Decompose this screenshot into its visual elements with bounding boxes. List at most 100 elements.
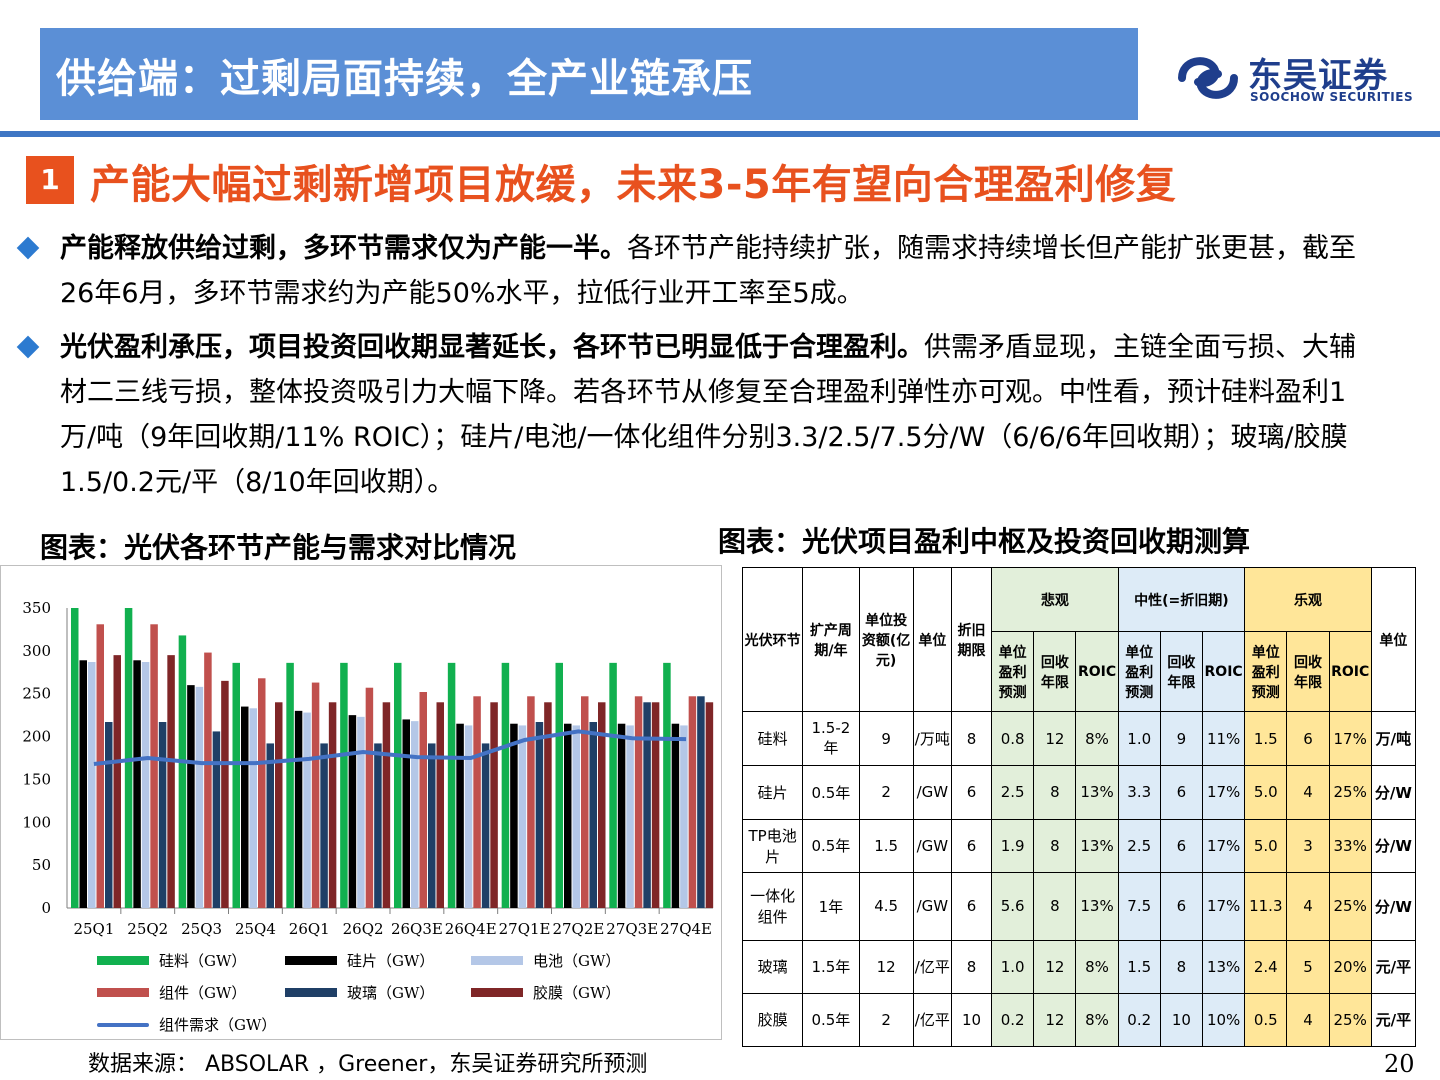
x-tick-label: 26Q1 bbox=[289, 920, 330, 938]
table-cell-o1: 0.5 bbox=[1244, 992, 1288, 1048]
logo-english-name: SOOCHOW SECURITIES bbox=[1250, 90, 1414, 104]
table-cell-invest: 12 bbox=[858, 939, 914, 994]
bar-2-26Q1 bbox=[303, 712, 311, 908]
table-cell-o2: 6 bbox=[1286, 711, 1330, 767]
bar-4-25Q1 bbox=[105, 722, 113, 908]
bar-5-25Q1 bbox=[113, 655, 121, 908]
table-cell-n3: 17% bbox=[1202, 818, 1246, 873]
bar-5-25Q3 bbox=[221, 680, 229, 908]
table-cell-u: 分/W bbox=[1370, 871, 1417, 941]
bar-2-26Q2 bbox=[357, 716, 365, 908]
bar-0-26Q2 bbox=[340, 662, 348, 908]
bar-0-25Q4 bbox=[232, 662, 240, 908]
table-cell-seg: 胶膜 bbox=[741, 992, 804, 1048]
bar-3-25Q2 bbox=[150, 624, 158, 908]
bar-1-27Q3E bbox=[617, 723, 626, 908]
y-tick-label: 350 bbox=[22, 599, 51, 617]
table-cell-unit: /GW bbox=[912, 765, 952, 820]
table-cell-p1: 5.6 bbox=[991, 871, 1035, 941]
bar-1-25Q4 bbox=[241, 706, 249, 908]
table-cell-n2: 9 bbox=[1159, 711, 1204, 767]
bar-1-27Q2E bbox=[564, 723, 572, 908]
legend-label: 组件（GW） bbox=[159, 984, 247, 1002]
table-cell-period: 1.5年 bbox=[802, 939, 860, 994]
bar-1-25Q1 bbox=[79, 660, 87, 908]
table-row: 胶膜 0.5年 2/亿平 10 0.2 12 8% 0.2 10 10% 0.5 4 25% 元/平 bbox=[741, 992, 1417, 1048]
table-cell-unit: /万吨 bbox=[912, 711, 952, 767]
x-tick-label: 25Q2 bbox=[127, 920, 168, 938]
table-cell-p2: 12 bbox=[1033, 711, 1077, 767]
legend-label: 硅料（GW） bbox=[159, 952, 247, 970]
bar-4-26Q2 bbox=[374, 743, 382, 908]
table-cell-n3: 10% bbox=[1202, 992, 1246, 1048]
table-row: 玻璃 1.5年 12/亿平 8 1.0 12 8% 1.5 8 13% 2.4 5 20% 元/平 bbox=[741, 939, 1417, 994]
x-tick-label: 26Q4E bbox=[445, 920, 497, 938]
chart-legend: 硅料（GW） 硅片（GW） 电池（GW） 组件（GW） 玻璃（GW） 胶膜（GW） 组件需求… bbox=[1, 566, 721, 1041]
table-cell-p2: 8 bbox=[1033, 871, 1077, 941]
table-cell-period: 0.5年 bbox=[802, 818, 860, 873]
bar-3-26Q3E bbox=[419, 692, 427, 908]
legend-item: 组件需求（GW） bbox=[97, 1014, 276, 1035]
table-cell-o2: 3 bbox=[1286, 818, 1330, 873]
table-cell-n1: 1.5 bbox=[1117, 939, 1161, 994]
y-tick-label: 100 bbox=[22, 813, 51, 831]
header-o-roic: ROIC bbox=[1328, 631, 1372, 713]
bar-5-27Q1E bbox=[544, 702, 552, 908]
bar-1-25Q3 bbox=[187, 685, 195, 908]
bar-1-27Q1E bbox=[510, 723, 518, 908]
table-cell-o3: 33% bbox=[1328, 818, 1372, 873]
bar-3-26Q2 bbox=[365, 687, 374, 908]
table-cell-p2: 12 bbox=[1033, 992, 1077, 1048]
table-cell-p1: 0.8 bbox=[991, 711, 1035, 767]
table-cell-p2: 12 bbox=[1033, 939, 1077, 994]
bar-0-27Q3E bbox=[609, 662, 617, 908]
table-cell-depr: 6 bbox=[950, 818, 993, 873]
table-cell-p3: 13% bbox=[1075, 818, 1119, 873]
table-cell-invest: 4.5 bbox=[858, 871, 914, 941]
table-row: TP电池片 0.5年 1.5/GW 6 1.9 8 13% 2.5 6 17% 5.0 3 33% 分/W bbox=[741, 818, 1417, 873]
table-cell-o3: 25% bbox=[1328, 992, 1372, 1048]
bullet-2-text: 供需矛盾显现，主链全面亏损、大辅材二三线亏损，整体投资吸引力大幅下降。若各环节从… bbox=[60, 332, 1356, 498]
bar-2-27Q3E bbox=[626, 725, 634, 908]
table-cell-n1: 1.0 bbox=[1117, 711, 1161, 767]
table-cell-o1: 5.0 bbox=[1244, 765, 1288, 820]
bar-5-25Q4 bbox=[275, 702, 283, 908]
table-cell-depr: 6 bbox=[950, 871, 993, 941]
header-p-payback: 回收年限 bbox=[1033, 631, 1077, 713]
header-bar: 供给端：过剩局面持续，全产业链承压 bbox=[40, 28, 1138, 120]
table-cell-seg: 硅片 bbox=[741, 765, 804, 820]
bar-2-25Q3 bbox=[195, 686, 204, 908]
capacity-demand-chart: 0 50 100 150 200 250 300 350 25Q1 25Q2 25Q3 25Q4 26Q… bbox=[0, 565, 722, 1040]
page-title: 供给端：过剩局面持续，全产业链承压 bbox=[56, 56, 753, 102]
legend-swatch bbox=[97, 956, 149, 965]
bullet-point-1: 产能释放供给过剩，多环节需求仅为产能一半。各环节产能持续扩张，随需求持续增长但产… bbox=[16, 226, 1360, 316]
table-cell-n3: 11% bbox=[1202, 711, 1246, 767]
bar-1-26Q4E bbox=[456, 723, 464, 908]
table-cell-o2: 4 bbox=[1286, 765, 1330, 820]
table-cell-seg: 玻璃 bbox=[741, 939, 804, 994]
bar-4-27Q3E bbox=[643, 702, 651, 908]
bar-1-26Q3E bbox=[402, 719, 410, 908]
bar-4-27Q1E bbox=[535, 722, 544, 908]
header-invest: 单位投资额(亿元) bbox=[858, 566, 914, 713]
table-cell-o2: 4 bbox=[1286, 992, 1330, 1048]
x-tick-label: 27Q4E bbox=[660, 920, 712, 938]
data-source: 数据来源： ABSOLAR ，Greener，东吴证券研究所预测 bbox=[88, 1052, 648, 1077]
table-cell-n1: 7.5 bbox=[1117, 871, 1161, 941]
header-unit: 单位 bbox=[912, 566, 952, 713]
table-cell-o2: 4 bbox=[1286, 871, 1330, 941]
bar-2-27Q4E bbox=[680, 725, 688, 908]
table-cell-n2: 6 bbox=[1159, 871, 1204, 941]
table-cell-p1: 0.2 bbox=[991, 992, 1035, 1048]
y-tick-label: 50 bbox=[32, 856, 51, 874]
table-cell-p3: 8% bbox=[1075, 711, 1119, 767]
x-tick-label: 27Q2E bbox=[552, 920, 604, 938]
table-cell-period: 0.5年 bbox=[802, 765, 860, 820]
bar-1-26Q1 bbox=[294, 710, 303, 908]
bar-5-27Q2E bbox=[598, 702, 606, 908]
legend-label: 硅片（GW） bbox=[347, 952, 435, 970]
table-cell-n3: 17% bbox=[1202, 871, 1246, 941]
bullet-1-bold: 产能释放供给过剩，多环节需求仅为产能一半。 bbox=[60, 233, 627, 264]
bar-0-27Q2E bbox=[555, 662, 563, 908]
header-period: 扩产周期/年 bbox=[802, 566, 860, 713]
